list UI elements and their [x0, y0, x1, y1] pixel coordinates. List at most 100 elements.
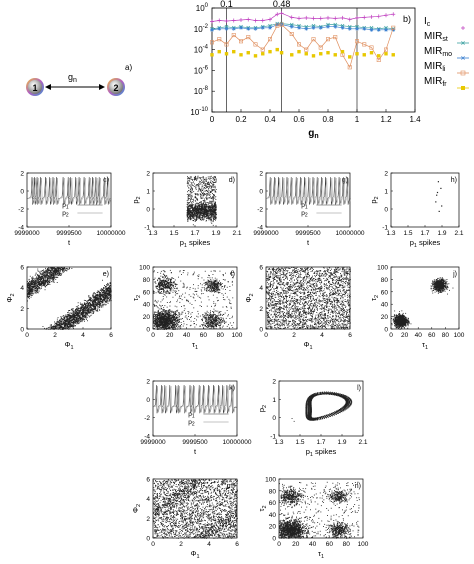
chart-d-point	[210, 206, 212, 208]
chart-d-point	[197, 185, 199, 187]
chart-e-point	[48, 267, 50, 268]
chart-e-point	[42, 270, 43, 271]
chart-e-point	[28, 289, 30, 291]
chart-e-point	[81, 303, 83, 305]
chart-d-point	[213, 178, 214, 180]
chart-e-point	[49, 282, 51, 283]
chart-e-point	[50, 268, 52, 270]
chart-e-point	[28, 294, 30, 296]
chart-b-legend-sub: st	[442, 36, 448, 43]
chart-d-point	[187, 181, 189, 182]
chart-e-point	[109, 298, 110, 300]
chart-e-point	[104, 300, 106, 302]
chart-d-point	[188, 177, 189, 179]
chart-e-point	[92, 300, 94, 302]
chart-b-point	[224, 52, 229, 56]
chart-b-point	[275, 22, 280, 27]
chart-e-point	[63, 319, 65, 321]
chart-e-point	[32, 279, 34, 281]
chart-d-point	[215, 176, 216, 178]
chart-e-point	[97, 308, 99, 310]
chart-e-point	[70, 309, 72, 311]
chart-d-point	[189, 180, 191, 182]
chart-e-point	[69, 267, 70, 269]
chart-e-point	[104, 290, 105, 291]
chart-e-point	[28, 291, 30, 293]
chart-e-point	[97, 294, 98, 296]
chart-e-point	[39, 284, 41, 285]
chart-d-point	[186, 215, 188, 216]
chart-d-point	[188, 211, 189, 213]
chart-e-ylabel-sub: 2	[10, 293, 16, 296]
chart-d-point	[200, 206, 202, 208]
chart-d-point	[200, 212, 202, 214]
chart-b-point	[326, 51, 330, 55]
chart-e-point	[103, 287, 104, 288]
chart-e-point	[61, 268, 63, 270]
chart-e-point	[51, 272, 52, 273]
chart-e-point	[40, 277, 42, 279]
chart-d-point	[206, 186, 208, 188]
chart-d-point	[201, 206, 203, 208]
chart-d-point	[211, 214, 213, 216]
chart-d-point	[204, 207, 206, 209]
chart-d-point	[209, 197, 211, 199]
chart-b-point	[376, 14, 381, 19]
chart-e-point	[98, 296, 100, 298]
chart-d-point	[207, 182, 209, 184]
chart-d-point	[193, 198, 194, 200]
chart-d-point	[195, 184, 197, 186]
chart-e-point	[87, 310, 89, 312]
chart-e-point	[57, 327, 59, 329]
chart-e-point	[51, 279, 53, 280]
chart-d-point	[214, 214, 216, 216]
chart-e-point	[70, 320, 72, 322]
chart-d-point	[197, 212, 199, 214]
chart-e-point	[63, 271, 65, 273]
chart-e-point	[85, 319, 87, 320]
chart-d-point	[213, 205, 215, 207]
chart-e-ytick-label: 6	[20, 265, 24, 272]
chart-e-point	[46, 281, 47, 283]
chart-e-point	[63, 325, 65, 326]
chart-d-point	[195, 211, 197, 213]
chart-d-point	[190, 185, 192, 187]
chart-d-point	[194, 207, 196, 209]
chart-d-point	[197, 207, 199, 209]
chart-e-point	[64, 269, 66, 271]
chart-f-ylabel: τ2	[131, 295, 142, 301]
chart-e-point	[109, 291, 111, 293]
chart-e-point	[48, 281, 50, 283]
chart-e-point	[81, 317, 83, 319]
chart-d-point	[213, 208, 214, 210]
chart-d-point	[201, 204, 203, 206]
chart-e-point	[87, 312, 89, 314]
chart-e-point	[34, 292, 36, 294]
chart-e-point	[40, 278, 41, 280]
chart-e-point	[35, 282, 36, 284]
chart-d-point	[211, 198, 213, 200]
chart-d-point	[188, 195, 189, 197]
chart-d-point	[201, 217, 203, 219]
chart-e-point	[79, 320, 81, 321]
chart-d-point	[215, 214, 217, 216]
chart-d-point	[196, 215, 198, 217]
chart-d-point	[205, 202, 207, 204]
chart-d-point	[191, 210, 193, 211]
chart-d-point	[201, 181, 203, 183]
chart-d-point	[201, 212, 203, 214]
chart-e-point	[78, 314, 80, 316]
chart-d-point	[199, 214, 201, 216]
chart-e-point	[54, 323, 56, 325]
chart-e-point	[93, 308, 95, 310]
chart-d-point	[206, 208, 207, 210]
chart-e-point	[32, 286, 34, 287]
chart-f-point	[154, 328, 155, 329]
chart-e-point	[63, 316, 65, 318]
chart-d-point	[190, 177, 192, 179]
chart-e-point	[51, 324, 52, 326]
chart-d-ylabel: p2	[131, 196, 142, 203]
chart-d-point	[210, 196, 211, 198]
chart-e-point	[39, 279, 41, 281]
chart-e-point	[60, 321, 62, 323]
